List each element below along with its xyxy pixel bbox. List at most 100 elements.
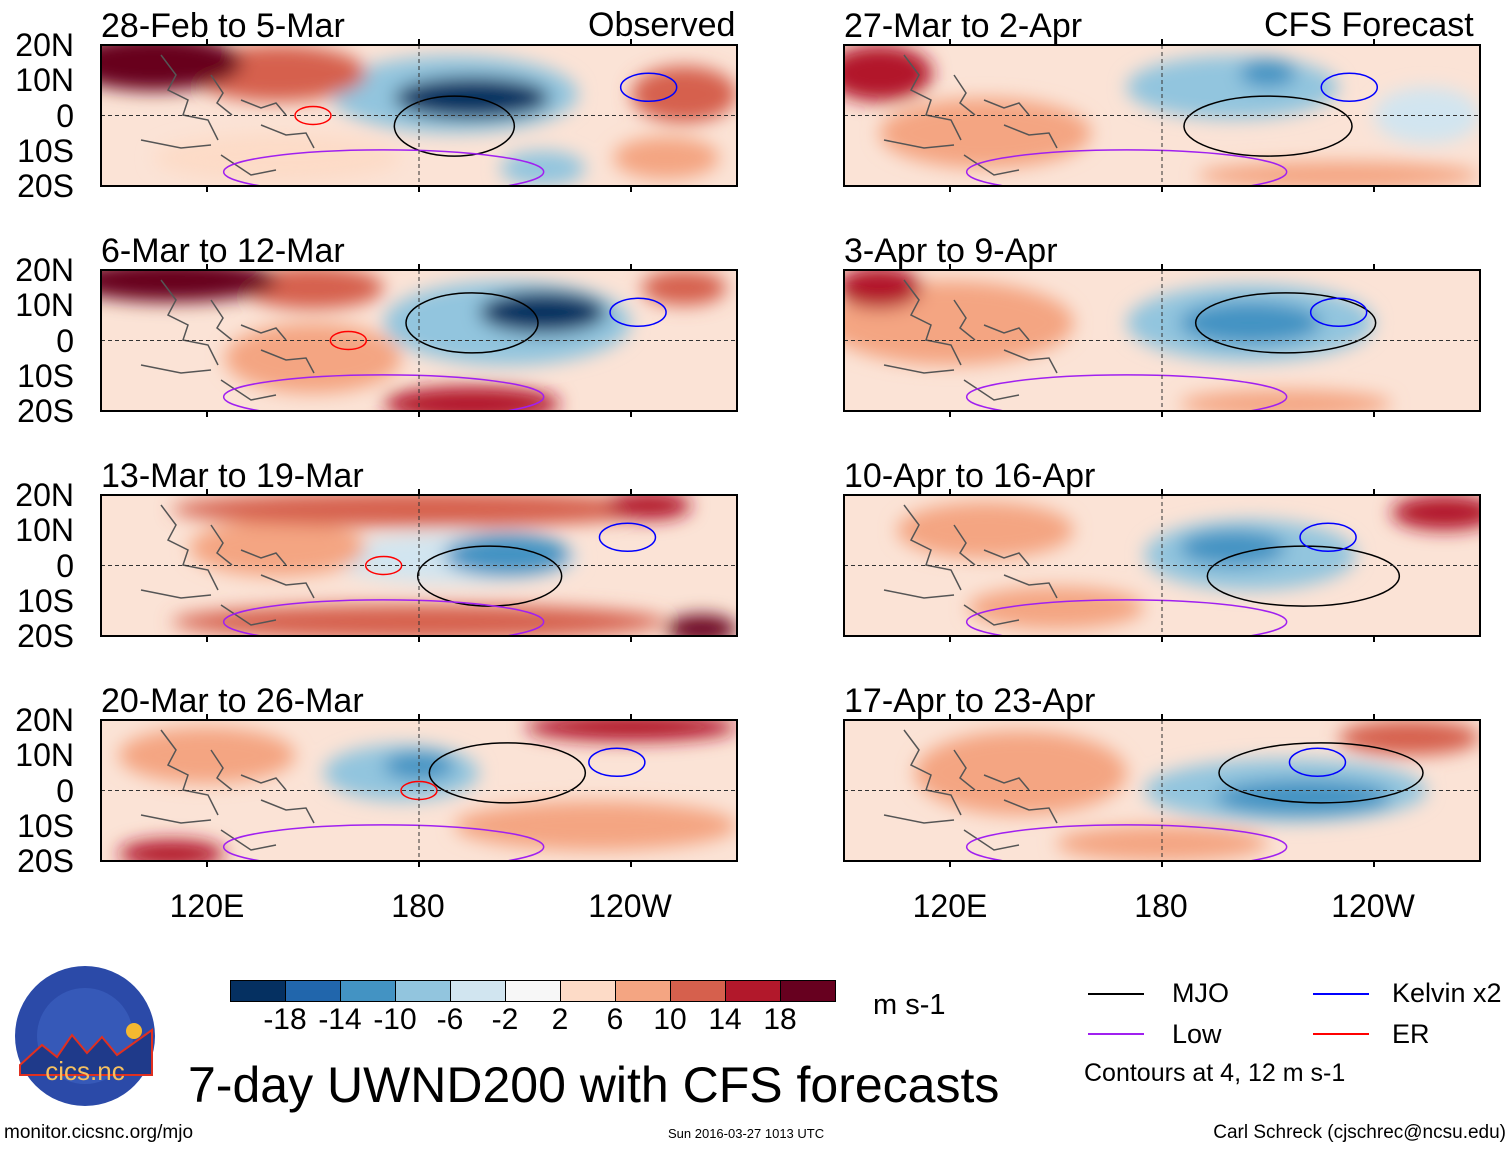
- anomaly-region: [1126, 55, 1339, 120]
- panel-title: 6-Mar to 12-Mar: [101, 232, 345, 270]
- coastline: [140, 729, 315, 851]
- kelvin-contour: [588, 747, 646, 778]
- anomaly-region: [1179, 530, 1286, 566]
- lon-tick-120e: 120E: [169, 888, 245, 924]
- lon-tick-120e: 120E: [912, 888, 988, 924]
- lat-tick: 10N: [15, 512, 74, 549]
- mjo-contour: [1183, 95, 1353, 157]
- anomaly-region: [641, 270, 727, 306]
- panel-title: 10-Apr to 16-Apr: [844, 457, 1096, 495]
- colorbar: [230, 980, 836, 1002]
- anomaly-region: [1179, 301, 1321, 345]
- legend-label-kelvin: Kelvin x2: [1392, 978, 1502, 1008]
- colorbar-label: 10: [653, 1003, 687, 1036]
- anomaly-region: [967, 586, 1145, 629]
- anomaly-region: [631, 66, 737, 123]
- colorbar-label: 2: [551, 1003, 569, 1036]
- lat-tick: 10S: [17, 582, 74, 619]
- er-contour: [294, 105, 332, 126]
- anomaly-region: [454, 801, 737, 851]
- legend-label-low: Low: [1172, 1019, 1222, 1049]
- map-panel: [100, 714, 738, 867]
- coastline: [140, 279, 315, 401]
- lat-tick: 10N: [15, 62, 74, 99]
- anomaly-region: [914, 730, 1127, 816]
- colorbar-swatch: [451, 981, 506, 1001]
- kelvin-contour: [1288, 747, 1347, 778]
- anomaly-region: [101, 270, 278, 302]
- lat-tick: 20N: [15, 477, 74, 513]
- anomaly-region: [1215, 779, 1392, 816]
- colorbar-swatch: [671, 981, 726, 1001]
- footer-url[interactable]: monitor.cicsnc.org/mjo: [4, 1122, 194, 1143]
- colorbar-label: -10: [373, 1003, 417, 1036]
- anomaly-region: [879, 97, 1092, 169]
- lat-tick: 0: [56, 322, 74, 359]
- lat-tick: 10N: [15, 737, 74, 774]
- panel-title: 17-Apr to 23-Apr: [844, 682, 1096, 720]
- lat-tick: 20S: [17, 168, 74, 204]
- colorbar-label: 14: [708, 1003, 742, 1036]
- colorbar-swatch: [396, 981, 451, 1001]
- anomaly-region: [171, 604, 667, 636]
- colorbar-swatch: [781, 981, 835, 1001]
- footer-author: Carl Schreck (cjschrec@ncsu.edu): [1213, 1122, 1506, 1143]
- low-contour: [965, 149, 1288, 186]
- anomaly-region: [1239, 59, 1297, 88]
- panel-title: 13-Mar to 19-Mar: [101, 457, 364, 495]
- lat-tick: 10N: [15, 287, 74, 324]
- low-contour: [965, 824, 1288, 861]
- lat-tick: 0: [56, 97, 74, 134]
- anomaly-region: [613, 136, 720, 179]
- map-panel: [843, 264, 1481, 417]
- logo-text: cics.nc: [45, 1056, 124, 1086]
- anomaly-region: [844, 45, 933, 102]
- anomaly-region: [224, 322, 402, 394]
- lat-tick: 0: [56, 547, 74, 584]
- lat-tick: 20S: [17, 393, 74, 429]
- panel-title: 28-Feb to 5-Mar: [101, 7, 345, 45]
- colorbar-swatch: [561, 981, 616, 1001]
- cicsnc-logo: cics.nc: [15, 966, 155, 1106]
- lat-tick: 10S: [17, 132, 74, 169]
- anomaly-region: [101, 45, 243, 91]
- kelvin-contour: [619, 72, 678, 103]
- anomaly-region: [479, 291, 607, 334]
- legend-label-er: ER: [1392, 1019, 1430, 1049]
- legend-line-kelvin: [1313, 993, 1369, 995]
- lat-tick: 20S: [17, 618, 74, 654]
- anomaly-region: [189, 519, 366, 577]
- colorbar-swatch: [506, 981, 561, 1001]
- low-contour: [222, 149, 545, 186]
- anomaly-region: [606, 495, 692, 520]
- anomaly-region: [844, 270, 922, 309]
- colorbar-label: 18: [763, 1003, 797, 1036]
- anomaly-region: [1197, 161, 1480, 186]
- observed-label: Observed: [588, 6, 736, 44]
- mjo-contour: [1206, 545, 1401, 607]
- mjo-contour: [405, 292, 539, 354]
- cfs-forecast-label: CFS Forecast: [1264, 6, 1474, 44]
- coastline: [883, 504, 1058, 626]
- colorbar-swatch: [231, 981, 286, 1001]
- mjo-contour: [428, 742, 587, 804]
- lat-tick: 10S: [17, 807, 74, 844]
- panel-title: 27-Mar to 2-Apr: [844, 7, 1083, 45]
- anomaly-region: [242, 270, 384, 309]
- lat-tick: 20S: [17, 843, 74, 879]
- colorbar-label: -2: [491, 1003, 519, 1036]
- lat-tick: 10S: [17, 357, 74, 394]
- low-contour: [222, 599, 545, 636]
- anomaly-region: [154, 133, 402, 183]
- anomaly-region: [1391, 495, 1480, 531]
- lat-tick: 20N: [15, 27, 74, 63]
- anomaly-region: [443, 533, 571, 577]
- map-panel: [100, 39, 738, 192]
- low-contour: [222, 824, 545, 861]
- contour-note: Contours at 4, 12 m s-1: [1084, 1059, 1346, 1087]
- anomaly-region: [666, 614, 737, 636]
- panel-title: 20-Mar to 26-Mar: [101, 682, 364, 720]
- anomaly-region: [525, 720, 737, 742]
- kelvin-contour: [598, 522, 657, 553]
- legend-line-mjo: [1088, 993, 1144, 995]
